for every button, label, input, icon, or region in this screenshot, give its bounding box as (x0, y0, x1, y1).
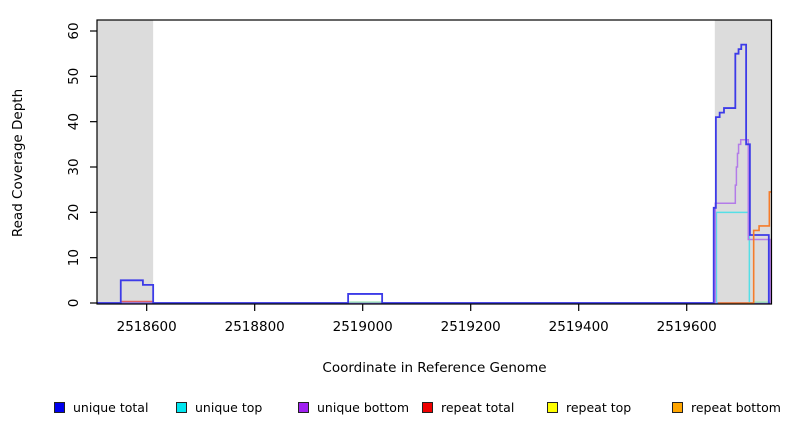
legend-label: unique bottom (317, 399, 410, 415)
y-tick-label: 50 (66, 68, 82, 85)
x-tick-label: 2519600 (657, 319, 717, 335)
plot-border (96, 19, 773, 305)
x-tick-label: 2519000 (333, 319, 393, 335)
series-repeat-bottom-line (718, 191, 772, 304)
legend-item-repeat-total: repeat total (422, 397, 514, 417)
y-tick-label: 10 (66, 249, 82, 266)
shaded-region-1 (714, 20, 772, 304)
legend-swatch-icon (54, 401, 65, 413)
x-tick-label: 2519400 (549, 319, 609, 335)
y-tick-label: 20 (66, 204, 82, 221)
legend-label: unique top (195, 399, 263, 415)
legend-item-unique-bottom: unique bottom (298, 397, 409, 417)
legend-item-unique-top: unique top (176, 397, 262, 417)
series-unique-total-line (97, 43, 770, 304)
legend-label: repeat bottom (691, 399, 781, 415)
legend-swatch-icon (422, 401, 433, 413)
legend-label: repeat top (566, 399, 632, 415)
y-tick-label: 40 (66, 113, 82, 130)
shaded-region-0 (97, 20, 154, 304)
legend-swatch-icon (176, 401, 187, 413)
y-axis-title: Read Coverage Depth (10, 88, 26, 238)
legend-item-unique-total: unique total (54, 397, 148, 417)
series-unique-bottom-line (714, 139, 772, 304)
x-tick-label: 2518800 (225, 319, 285, 335)
y-tick-label: 0 (66, 299, 82, 308)
legend-swatch-icon (547, 401, 558, 413)
legend-swatch-icon (672, 401, 683, 413)
series-unique-top-line (715, 211, 751, 303)
legend-item-repeat-bottom: repeat bottom (672, 397, 781, 417)
x-tick-label: 2518600 (117, 319, 177, 335)
legend-swatch-icon (298, 401, 309, 413)
legend: unique total unique top unique bottom repea… (0, 397, 792, 421)
y-tick-label: 60 (66, 22, 82, 39)
x-axis-title: Coordinate in Reference Genome (322, 360, 547, 376)
y-tick-label: 30 (66, 158, 82, 175)
legend-label: unique total (73, 399, 149, 415)
legend-label: repeat total (441, 399, 515, 415)
x-tick-label: 2519200 (441, 319, 501, 335)
legend-item-repeat-top: repeat top (547, 397, 631, 417)
